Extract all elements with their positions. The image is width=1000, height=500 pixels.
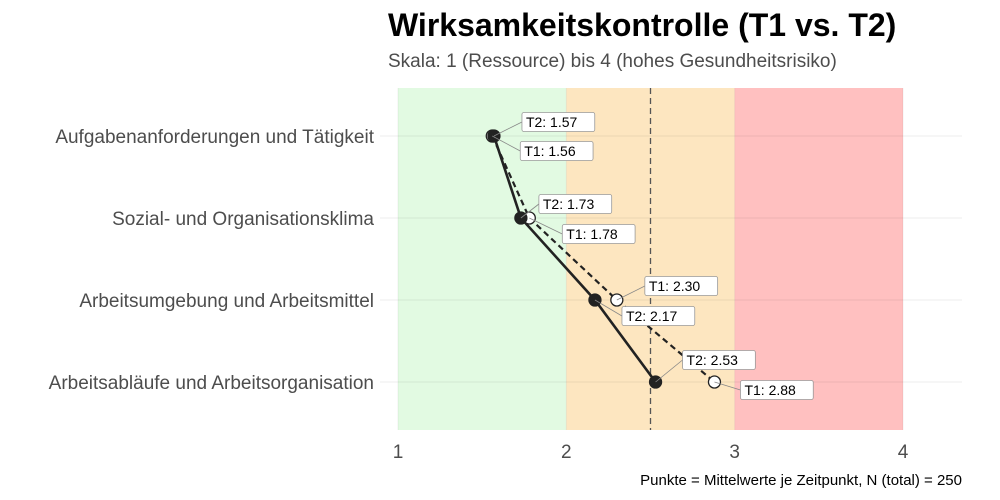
label-leader: [714, 381, 741, 391]
chart-subtitle: Skala: 1 (Ressource) bis 4 (hohes Gesund…: [388, 51, 837, 72]
series-line-t2: [492, 135, 657, 383]
label-box: [521, 112, 596, 132]
data-label-t2-2: T2: 1.73: [543, 196, 595, 212]
label-leader: [529, 217, 563, 235]
label-box: [621, 306, 696, 326]
data-label-t2-1: T2: 1.57: [526, 114, 578, 130]
zone-3: [734, 88, 903, 430]
label-box: [561, 224, 636, 244]
zone-1: [398, 88, 567, 430]
label-box: [538, 194, 613, 214]
x-tick-label: 4: [898, 442, 909, 463]
y-tick-label: Arbeitsabläufe und Arbeitsorganisation: [49, 373, 374, 394]
label-leader: [493, 121, 523, 137]
chart-title: Wirksamkeitskontrolle (T1 vs. T2): [388, 7, 896, 43]
data-label-t1-1: T1: 1.56: [524, 143, 576, 159]
gridlines: [380, 88, 962, 430]
series-lines: [491, 135, 716, 383]
label-leader: [492, 135, 521, 152]
chart-caption: Punkte = Mittelwerte je Zeitpunkt, N (to…: [640, 472, 962, 489]
data-label-t1-3: T1: 2.30: [649, 278, 701, 294]
y-tick-label: Aufgabenanforderungen und Tätigkeit: [55, 127, 374, 148]
x-tick-label: 2: [561, 442, 572, 463]
y-tick-label: Arbeitsumgebung und Arbeitsmittel: [79, 291, 374, 312]
x-tick-labels: 1 2 3 4: [393, 442, 909, 463]
label-leader: [520, 203, 540, 219]
x-tick-label: 1: [393, 442, 404, 463]
data-points: [485, 129, 722, 389]
y-tick-labels: Aufgabenanforderungen und Tätigkeit Sozia…: [49, 127, 375, 394]
data-label-t1-4: T1: 2.88: [744, 382, 796, 398]
label-leader: [655, 359, 683, 383]
data-labels: T1: 1.56 T1: 1.78 T1: 2.30 T1: 2.88 T2: 1.57…: [492, 112, 814, 400]
data-label-t1-2: T1: 1.78: [566, 226, 618, 242]
label-leader: [616, 285, 646, 301]
y-tick-label: Sozial- und Organisationsklima: [112, 209, 374, 230]
data-label-t2-4: T2: 2.53: [687, 352, 739, 368]
x-tick-label: 3: [729, 442, 740, 463]
label-box: [682, 350, 756, 370]
label-box: [644, 276, 719, 296]
label-box: [740, 380, 814, 400]
data-label-t2-3: T2: 2.17: [626, 308, 678, 324]
label-box: [519, 141, 594, 161]
series-line-t1: [491, 135, 716, 383]
label-leader: [594, 299, 623, 317]
